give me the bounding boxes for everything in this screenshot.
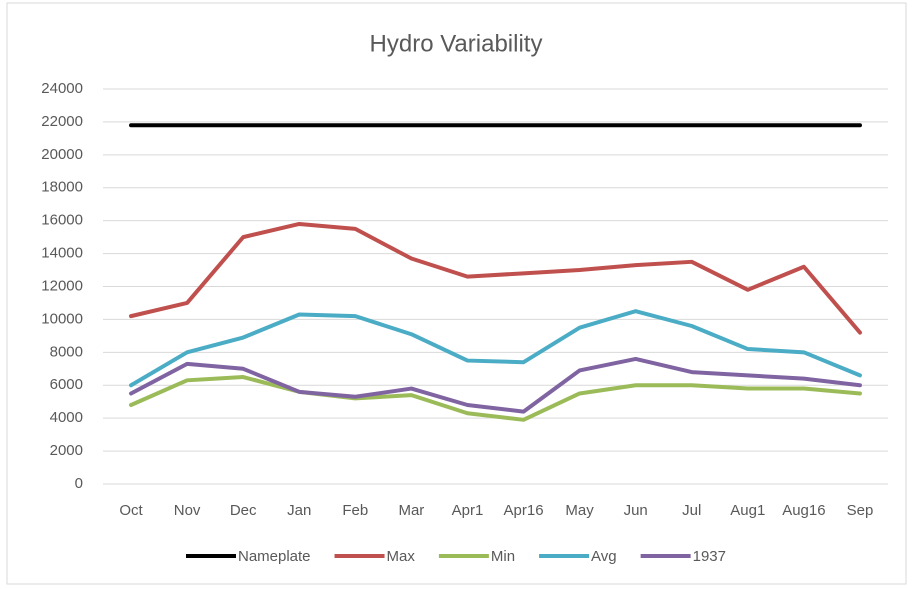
y-tick-label: 16000 <box>41 212 83 229</box>
x-tick-label: Jun <box>624 502 648 519</box>
series-line <box>129 375 862 422</box>
x-tick-label: Dec <box>230 502 257 519</box>
series-line <box>129 309 862 388</box>
legend-label: Nameplate <box>238 548 311 565</box>
x-tick-label: Jul <box>682 502 701 519</box>
x-tick-label: Aug16 <box>782 502 825 519</box>
legend-label: 1937 <box>693 548 726 565</box>
y-tick-label: 6000 <box>50 376 83 393</box>
y-tick-label: 24000 <box>41 80 83 97</box>
x-tick-label: May <box>565 502 594 519</box>
legend-label: Min <box>491 548 515 565</box>
y-tick-label: 20000 <box>41 146 83 163</box>
y-tick-label: 10000 <box>41 310 83 327</box>
legend-label: Max <box>387 548 416 565</box>
legend-label: Avg <box>591 548 617 565</box>
y-tick-label: 0 <box>75 475 83 492</box>
y-tick-label: 18000 <box>41 179 83 196</box>
series-line <box>129 221 862 335</box>
x-tick-label: Nov <box>174 502 201 519</box>
x-tick-label: Mar <box>398 502 424 519</box>
series-line <box>129 356 862 414</box>
x-tick-label: Apr1 <box>452 502 484 519</box>
x-tick-label: Apr16 <box>504 502 544 519</box>
y-tick-label: 8000 <box>50 343 83 360</box>
x-tick-label: Jan <box>287 502 311 519</box>
chart-frame <box>6 2 907 585</box>
y-tick-label: 14000 <box>41 245 83 262</box>
y-tick-label: 12000 <box>41 277 83 294</box>
y-tick-label: 22000 <box>41 113 83 130</box>
y-tick-label: 4000 <box>50 409 83 426</box>
x-tick-label: Oct <box>119 502 143 519</box>
chart-title: Hydro Variability <box>370 30 543 57</box>
y-tick-label: 2000 <box>50 442 83 459</box>
x-tick-label: Aug1 <box>730 502 765 519</box>
x-tick-label: Feb <box>342 502 368 519</box>
x-tick-label: Sep <box>847 502 874 519</box>
